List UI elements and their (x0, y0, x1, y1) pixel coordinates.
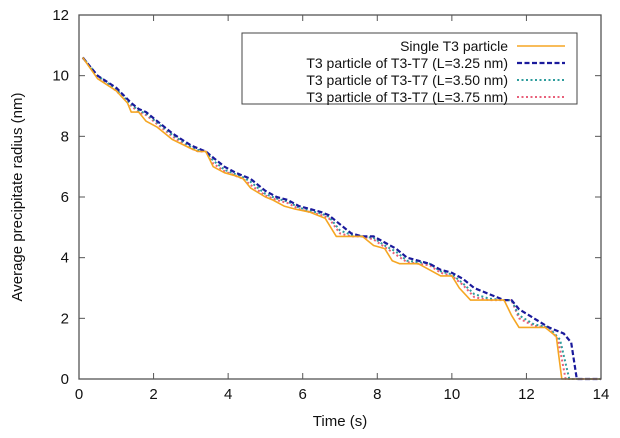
legend-label-2: T3 particle of T3-T7 (L=3.50 nm) (306, 72, 508, 88)
y-axis-label: Average precipitate radius (nm) (9, 93, 26, 302)
y-tick-label: 2 (61, 310, 69, 327)
series-line-1 (81, 56, 601, 381)
legend-label-3: T3 particle of T3-T7 (L=3.75 nm) (306, 89, 508, 105)
y-tick-label: 6 (61, 189, 69, 206)
y-tick-label: 8 (61, 128, 69, 145)
x-tick-label: 2 (149, 386, 157, 403)
series-line-3 (81, 56, 601, 380)
y-tick-label: 4 (61, 250, 69, 267)
x-axis-label: Time (s) (313, 413, 367, 430)
ticks-layer: 0 2 4 6 8 10 12 14 0 2 4 6 8 10 12 (52, 7, 609, 403)
x-tick-label: 8 (373, 386, 381, 403)
x-tick-label: 10 (444, 386, 461, 403)
legend-box (241, 32, 578, 105)
y-tick-label: 10 (52, 68, 69, 85)
x-tick-label: 14 (593, 386, 610, 403)
y-tick-label: 0 (61, 371, 69, 388)
legend-label-0: Single T3 particle (400, 38, 508, 54)
series-line-2 (81, 56, 601, 380)
legend-label-1: T3 particle of T3-T7 (L=3.25 nm) (306, 55, 508, 71)
x-tick-label: 0 (75, 386, 83, 403)
y-tick-label: 12 (52, 7, 69, 24)
x-tick-label: 12 (518, 386, 535, 403)
x-tick-label: 6 (299, 386, 307, 403)
series-layer (81, 56, 601, 381)
x-tick-label: 4 (224, 386, 232, 403)
series-line-0 (82, 57, 601, 380)
